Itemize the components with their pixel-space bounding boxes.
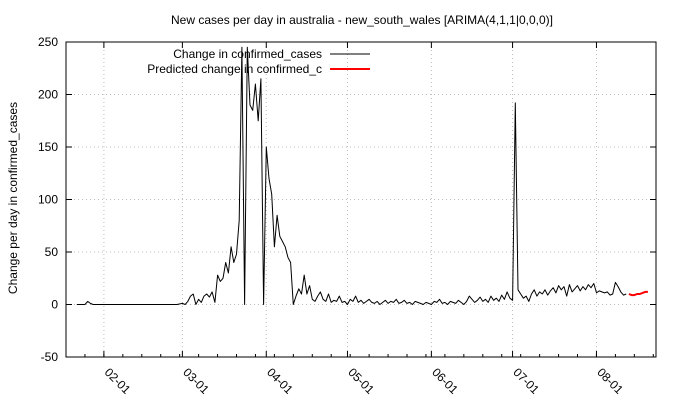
x-tick-label: 06-01 bbox=[429, 365, 461, 397]
y-tick-label: 50 bbox=[45, 245, 59, 259]
grid-lines bbox=[66, 42, 656, 357]
plot-frame bbox=[65, 41, 657, 358]
y-tick-label: 150 bbox=[38, 140, 58, 154]
x-tick-label: 04-01 bbox=[264, 365, 296, 397]
legend-entry-label: Change in confirmed_cases bbox=[173, 47, 322, 61]
x-tick-label: 05-01 bbox=[345, 365, 377, 397]
x-tick-label: 03-01 bbox=[180, 365, 212, 397]
y-tick-label: 100 bbox=[38, 193, 58, 207]
y-tick-label: 200 bbox=[38, 88, 58, 102]
x-tick-label: 02-01 bbox=[102, 365, 134, 397]
x-axis-ticks: 02-01 03-01 04-01 05-01 06-01 07-01 08-01 bbox=[65, 42, 654, 397]
series-line-actual bbox=[76, 46, 627, 305]
legend-entry-label: Predicted change in confirmed_c bbox=[147, 62, 322, 76]
series-layer bbox=[76, 46, 648, 305]
y-axis-ticks: -50 0 50 100 150 200 250 bbox=[38, 35, 656, 364]
chart-title: New cases per day in australia - new_sou… bbox=[171, 13, 553, 27]
y-tick-label: 250 bbox=[38, 35, 58, 49]
series-line-predicted bbox=[628, 290, 648, 297]
y-axis-label: Change per day in confirmed_cases bbox=[6, 102, 20, 294]
y-tick-label: 0 bbox=[51, 298, 58, 312]
x-tick-label: 08-01 bbox=[594, 365, 626, 397]
x-tick-label: 07-01 bbox=[510, 365, 542, 397]
y-tick-label: -50 bbox=[41, 350, 59, 364]
